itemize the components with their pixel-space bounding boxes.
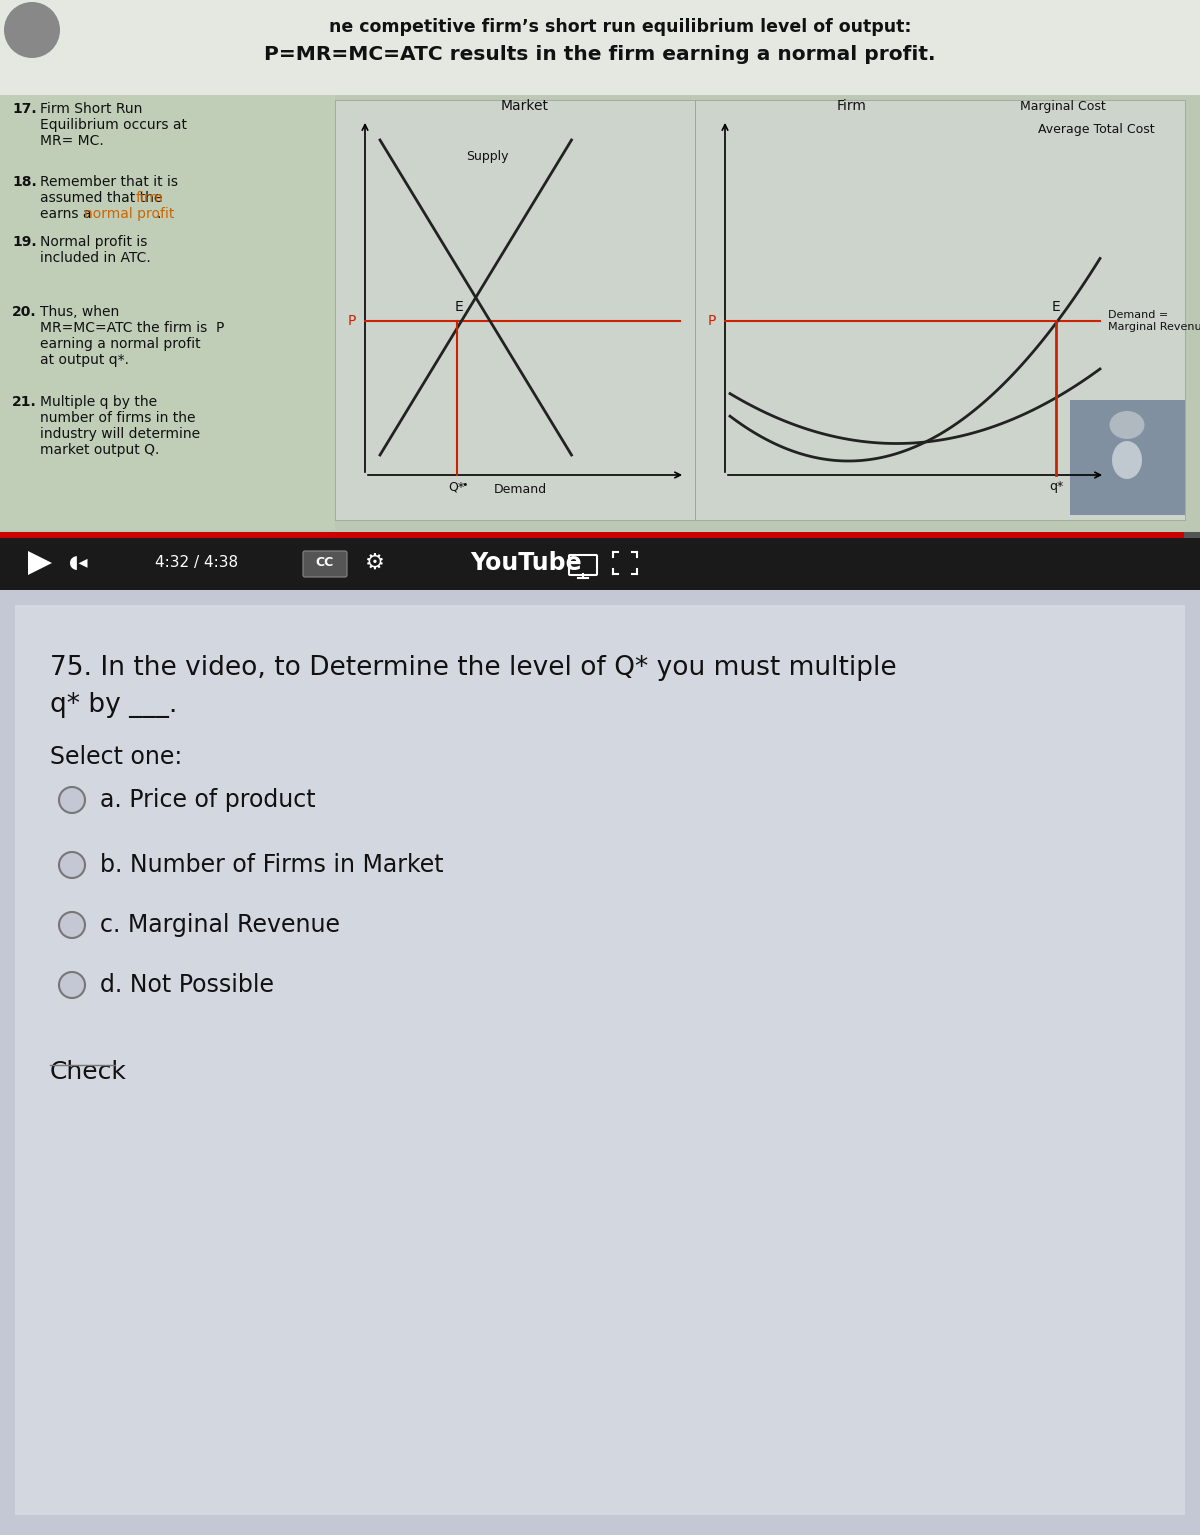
Circle shape: [4, 2, 60, 58]
Text: •: •: [462, 480, 468, 490]
Text: Q*: Q*: [449, 480, 464, 493]
Text: Demand =
Marginal Revenue: Demand = Marginal Revenue: [1108, 310, 1200, 332]
Text: 19.: 19.: [12, 235, 37, 249]
Text: CC: CC: [316, 557, 334, 569]
Text: b. Number of Firms in Market: b. Number of Firms in Market: [100, 853, 444, 876]
Ellipse shape: [1112, 441, 1142, 479]
Text: 20.: 20.: [12, 305, 37, 319]
Text: assumed that the: assumed that the: [40, 190, 167, 206]
Text: ◖◂: ◖◂: [68, 554, 88, 573]
Text: Check: Check: [50, 1061, 127, 1084]
Text: E: E: [1052, 299, 1061, 315]
Text: Select one:: Select one:: [50, 744, 182, 769]
Bar: [0, 0, 1200, 95]
Text: q*: q*: [1049, 480, 1063, 493]
Circle shape: [59, 972, 85, 998]
Bar: [335, 100, 695, 520]
Bar: [0, 533, 1183, 537]
Text: earns a: earns a: [40, 207, 96, 221]
Text: included in ATC.: included in ATC.: [40, 252, 151, 266]
Text: at output q*.: at output q*.: [40, 353, 130, 367]
FancyBboxPatch shape: [302, 551, 347, 577]
Text: Demand: Demand: [493, 484, 546, 496]
Text: MR= MC.: MR= MC.: [40, 134, 103, 147]
Text: c. Marginal Revenue: c. Marginal Revenue: [100, 913, 340, 936]
Text: ⚙: ⚙: [365, 553, 385, 573]
Text: firm: firm: [136, 190, 164, 206]
Text: Marginal Cost: Marginal Cost: [1020, 100, 1105, 114]
Text: Multiple q by the: Multiple q by the: [40, 394, 157, 408]
Text: Normal profit is: Normal profit is: [40, 235, 148, 249]
Text: MR=MC=ATC the firm is  P: MR=MC=ATC the firm is P: [40, 321, 224, 335]
Text: Firm Short Run: Firm Short Run: [40, 101, 143, 117]
Text: 4:32 / 4:38: 4:32 / 4:38: [155, 556, 238, 571]
Text: 17.: 17.: [12, 101, 37, 117]
Text: d. Not Possible: d. Not Possible: [100, 973, 274, 998]
Bar: [0, 533, 1200, 589]
Ellipse shape: [1110, 411, 1145, 439]
Bar: [0, 95, 335, 530]
Text: Remember that it is: Remember that it is: [40, 175, 178, 189]
Text: earning a normal profit: earning a normal profit: [40, 338, 200, 352]
Bar: [695, 100, 1186, 520]
Polygon shape: [28, 551, 52, 576]
Text: ne competitive firm’s short run equilibrium level of output:: ne competitive firm’s short run equilibr…: [329, 18, 911, 35]
Circle shape: [59, 787, 85, 814]
Circle shape: [59, 852, 85, 878]
Bar: [1070, 401, 1186, 516]
Text: P: P: [348, 315, 356, 328]
Text: Equilibrium occurs at: Equilibrium occurs at: [40, 118, 187, 132]
Text: a. Price of product: a. Price of product: [100, 787, 316, 812]
Text: Market: Market: [502, 98, 550, 114]
Circle shape: [59, 912, 85, 938]
Text: Thus, when: Thus, when: [40, 305, 119, 319]
Text: 21.: 21.: [12, 394, 37, 408]
Text: industry will determine: industry will determine: [40, 427, 200, 441]
Bar: [1183, 533, 1200, 537]
Text: 18.: 18.: [12, 175, 37, 189]
Text: E: E: [455, 299, 463, 315]
Text: P=MR=MC=ATC results in the firm earning a normal profit.: P=MR=MC=ATC results in the firm earning …: [264, 46, 936, 64]
Text: normal profit: normal profit: [84, 207, 174, 221]
Text: number of firms in the: number of firms in the: [40, 411, 196, 425]
Text: YouTube: YouTube: [470, 551, 582, 576]
Text: Firm: Firm: [836, 98, 866, 114]
Text: market output Q.: market output Q.: [40, 444, 160, 457]
Text: P: P: [708, 315, 716, 328]
Text: Average Total Cost: Average Total Cost: [1038, 123, 1156, 137]
Text: .: .: [157, 207, 161, 221]
Text: Supply: Supply: [467, 150, 509, 163]
Text: 75. In the video, to Determine the level of Q* you must multiple: 75. In the video, to Determine the level…: [50, 655, 896, 682]
Text: q* by ___.: q* by ___.: [50, 692, 178, 718]
